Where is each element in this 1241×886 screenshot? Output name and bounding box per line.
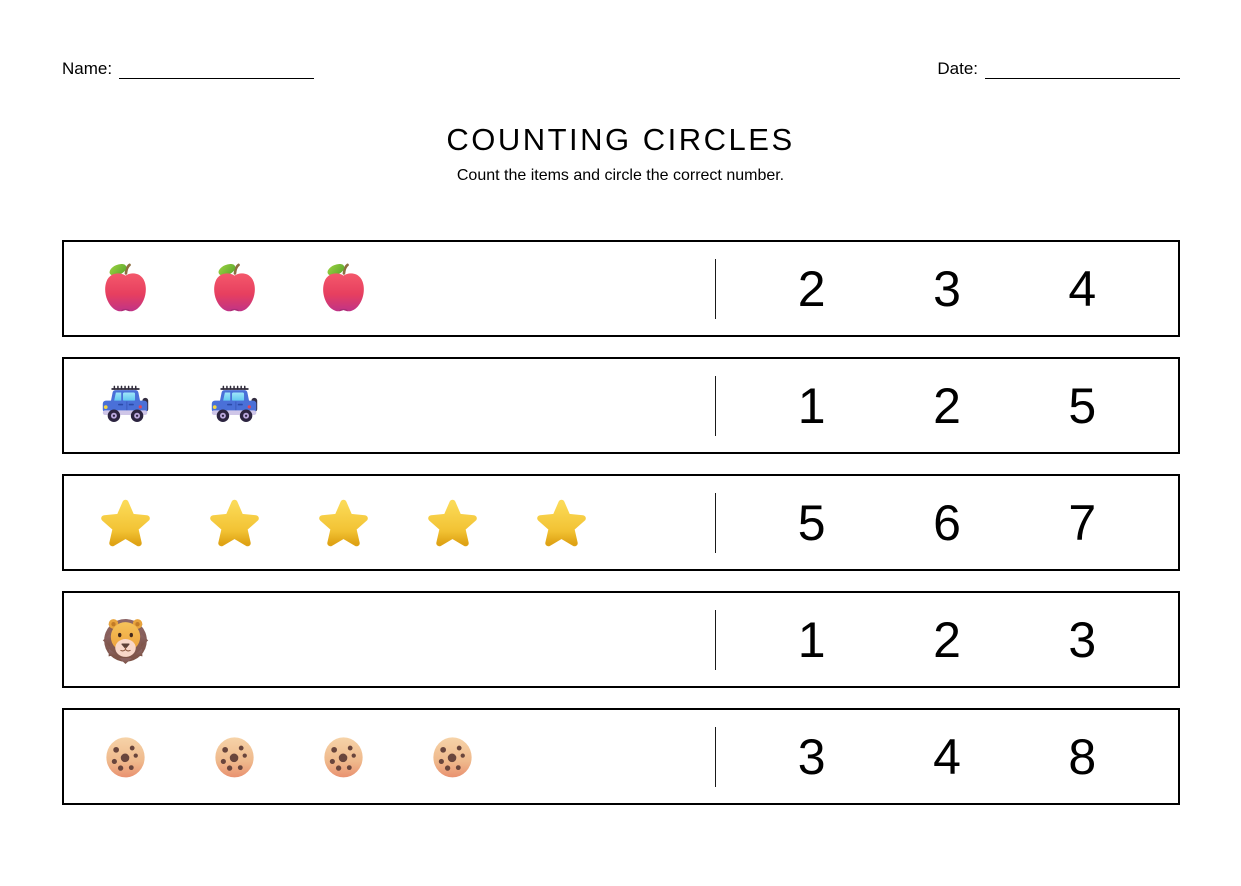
choice-number-4[interactable]: 4 [933, 728, 961, 785]
apple-emoji [315, 260, 372, 317]
worksheet-row-apple: 2 3 4 [62, 240, 1180, 337]
row-divider [715, 726, 716, 787]
choice-number-5[interactable]: 5 [797, 494, 826, 551]
choice-number-1[interactable]: 1 [797, 377, 826, 434]
worksheet-row-cookie: 3 4 8 [62, 708, 1180, 805]
name-field: Name: [62, 59, 315, 79]
star-emoji [97, 494, 154, 551]
items-area [64, 494, 715, 551]
star-emoji [533, 494, 590, 551]
row-divider [715, 492, 716, 553]
choice-number-3[interactable]: 3 [1068, 611, 1097, 668]
apple-emoji [97, 260, 154, 317]
header: Name: Date: [62, 59, 1180, 79]
row-divider [715, 258, 716, 319]
car-emoji [206, 377, 263, 434]
name-input-line[interactable] [119, 63, 315, 79]
worksheet-row-star: 5 6 7 [62, 474, 1180, 571]
items-area [64, 728, 715, 785]
row-divider [715, 609, 716, 670]
date-field: Date: [937, 59, 1180, 79]
items-area [64, 377, 715, 434]
cookie-emoji [97, 728, 154, 785]
date-input-line[interactable] [985, 63, 1180, 79]
cookie-emoji [206, 728, 263, 785]
date-label: Date: [937, 59, 978, 78]
choice-number-5[interactable]: 5 [1068, 377, 1097, 434]
choice-number-4[interactable]: 4 [1068, 260, 1097, 317]
rows: 2 3 4 1 2 5 5 6 7 1 2 3 3 4 8 [62, 240, 1180, 805]
choice-number-3[interactable]: 3 [933, 260, 961, 317]
choice-number-2[interactable]: 2 [933, 611, 961, 668]
worksheet-row-lion: 1 2 3 [62, 591, 1180, 688]
cookie-emoji [315, 728, 372, 785]
name-label: Name: [62, 59, 113, 78]
items-area [64, 611, 715, 668]
page-subtitle: Count the items and circle the correct n… [456, 166, 785, 184]
page-title: COUNTING CIRCLES [446, 122, 795, 157]
title-block: COUNTING CIRCLES Count the items and cir… [0, 122, 1241, 185]
choice-number-1[interactable]: 1 [797, 611, 826, 668]
worksheet-row-car: 1 2 5 [62, 357, 1180, 454]
choice-number-7[interactable]: 7 [1068, 494, 1097, 551]
row-divider [715, 375, 716, 436]
choice-number-2[interactable]: 2 [933, 377, 961, 434]
items-area [64, 260, 715, 317]
car-emoji [97, 377, 154, 434]
star-emoji [424, 494, 481, 551]
apple-emoji [206, 260, 263, 317]
choice-number-3[interactable]: 3 [797, 728, 826, 785]
cookie-emoji [424, 728, 481, 785]
choice-number-8[interactable]: 8 [1068, 728, 1097, 785]
star-emoji [315, 494, 372, 551]
choice-number-6[interactable]: 6 [933, 494, 961, 551]
choice-number-2[interactable]: 2 [797, 260, 826, 317]
lion-emoji [97, 611, 154, 668]
star-emoji [206, 494, 263, 551]
